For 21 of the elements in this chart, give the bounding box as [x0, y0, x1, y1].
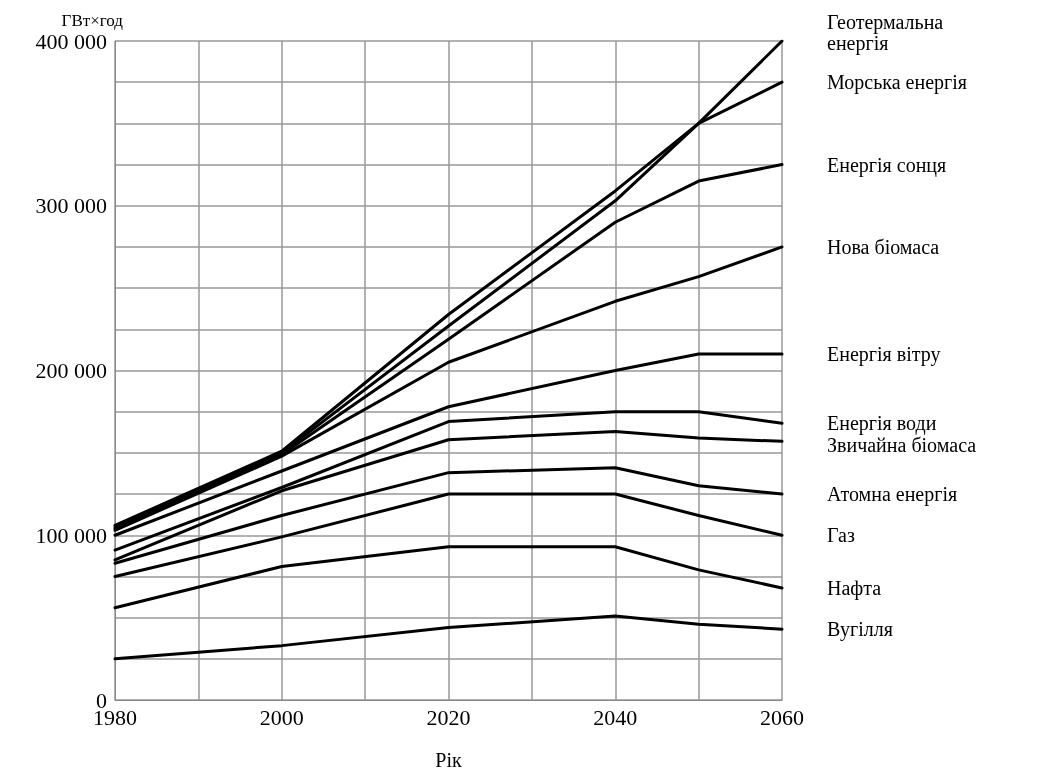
text: Нафта	[827, 576, 882, 600]
text: Енергія води	[827, 412, 937, 436]
y-tick-label: 400 000	[35, 28, 107, 54]
text: Нова біомаса	[827, 235, 940, 258]
y-tick-label: 300 000	[35, 193, 107, 219]
x-tick-label: 2000	[259, 704, 304, 730]
x-axis-title: Рік	[435, 749, 462, 771]
y-axis-title: ГВт×год	[61, 11, 124, 30]
text: Геотермальна енергія	[827, 11, 944, 56]
text: Енергія вітру	[827, 343, 941, 367]
text: Вугілля	[827, 618, 893, 642]
text: Звичайна біомаса	[827, 434, 977, 457]
x-tick-label: 2020	[426, 704, 471, 730]
x-tick-label: 2060	[760, 704, 804, 730]
x-tick-label: 2040	[593, 704, 638, 730]
y-tick-label: 200 000	[35, 358, 107, 383]
text: Атомна енергія	[827, 483, 958, 507]
y-tick-label: 100 000	[35, 522, 107, 548]
text: Морська енергія	[827, 71, 967, 95]
text: Енергія сонця	[827, 153, 947, 177]
text: Газ	[827, 524, 855, 547]
